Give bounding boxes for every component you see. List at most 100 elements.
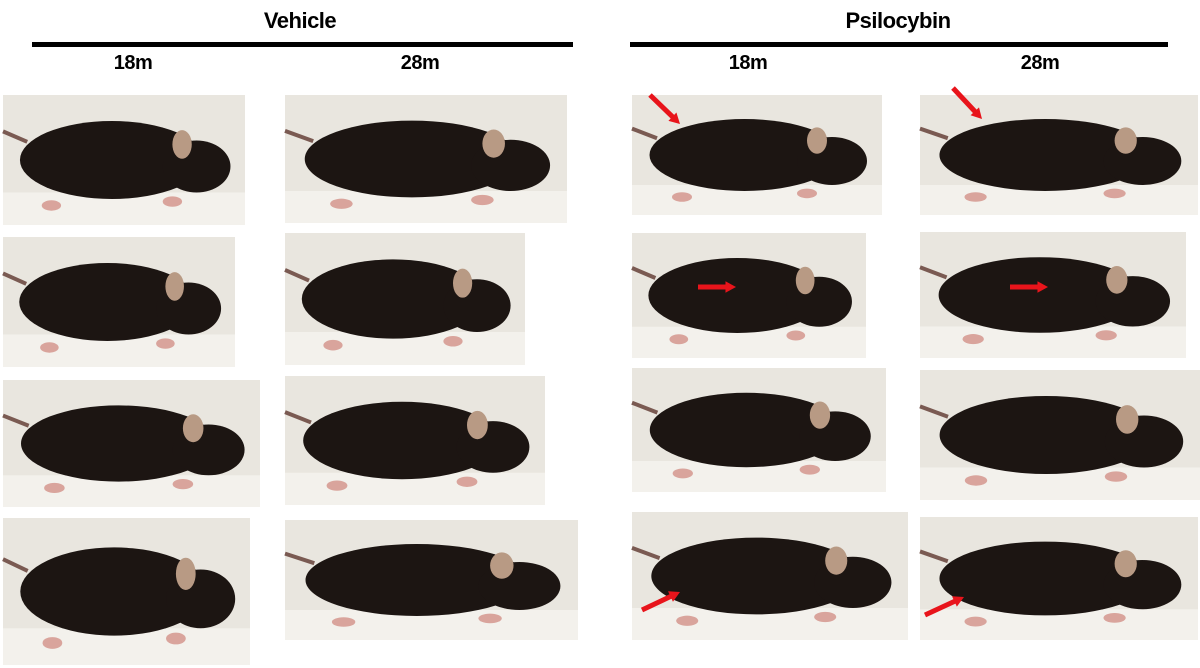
mouse-foot: [40, 342, 59, 353]
mouse-tail: [284, 128, 314, 143]
mouse-tail: [284, 268, 310, 283]
mouse-foot: [41, 200, 62, 211]
mouse-ear: [795, 266, 815, 295]
vehicle-28m-label: 28m: [400, 52, 440, 74]
photo-psilocybin-28m-4: [919, 517, 1198, 640]
mouse-foot: [797, 188, 817, 199]
mouse-foot: [326, 480, 348, 491]
vehicle-title: Vehicle: [263, 8, 337, 33]
mouse-foot: [331, 617, 356, 627]
photo-psilocybin-28m-2: [919, 232, 1186, 358]
mouse-ear: [1114, 550, 1137, 578]
mouse-foot: [964, 192, 987, 202]
red-arrow-icon: [698, 281, 736, 293]
mouse-foot: [1095, 330, 1117, 341]
mouse-foot: [323, 339, 343, 351]
mouse-tail: [631, 126, 658, 141]
photo-vehicle-18m-3: [2, 380, 260, 507]
photo-vehicle-18m-4: [2, 518, 250, 665]
mouse-tail: [284, 551, 315, 566]
mouse-tail: [2, 271, 28, 286]
mouse-ear: [1114, 127, 1137, 154]
mouse-ear: [175, 557, 196, 591]
mouse-ear: [165, 272, 184, 301]
photo-psilocybin-18m-2: [631, 233, 866, 358]
mouse-foot: [44, 482, 65, 494]
psilocybin-18m-label: 18m: [728, 52, 768, 74]
red-arrow-icon: [640, 591, 680, 613]
mouse-ear: [807, 127, 827, 154]
mouse-tail: [631, 400, 659, 415]
mouse-foot: [814, 611, 837, 623]
mouse-body: [651, 537, 862, 615]
mouse-body: [649, 119, 840, 191]
mouse-foot: [42, 637, 63, 649]
photo-vehicle-18m-2: [2, 237, 235, 367]
photo-vehicle-18m-1: [2, 95, 245, 225]
red-arrow-icon: [1010, 281, 1048, 293]
mouse-ear: [809, 401, 831, 429]
mouse-body: [648, 258, 827, 333]
mouse-body: [938, 257, 1141, 333]
mouse-tail: [2, 129, 28, 144]
vehicle-rule: [32, 42, 573, 47]
mouse-foot: [330, 198, 353, 209]
vehicle-18m-label: 18m: [113, 52, 153, 74]
mouse-foot: [669, 334, 689, 345]
mouse-foot: [964, 475, 988, 486]
photo-psilocybin-28m-3: [919, 370, 1200, 500]
mouse-ear: [467, 410, 488, 440]
mouse-foot: [1103, 612, 1126, 623]
mouse-tail: [631, 545, 661, 560]
red-arrow-icon: [923, 596, 964, 618]
photo-psilocybin-28m-1: [919, 95, 1198, 215]
mouse-body: [305, 544, 529, 616]
photo-psilocybin-18m-4: [631, 512, 908, 640]
psilocybin-rule: [630, 42, 1168, 47]
mouse-ear: [490, 552, 514, 579]
photo-vehicle-28m-2: [284, 233, 525, 365]
mouse-foot: [799, 464, 820, 475]
mouse-tail: [284, 410, 312, 425]
mouse-ear: [172, 130, 192, 159]
mouse-tail: [919, 549, 949, 564]
mouse-tail: [919, 126, 949, 141]
red-arrow-icon: [951, 86, 982, 119]
mouse-tail: [2, 557, 29, 573]
mouse-foot: [962, 334, 984, 345]
photo-vehicle-28m-4: [284, 520, 578, 640]
mouse-foot: [162, 196, 183, 207]
mouse-body: [939, 541, 1151, 616]
mouse-ear: [182, 414, 204, 443]
photo-vehicle-28m-3: [284, 376, 545, 505]
mouse-foot: [672, 468, 693, 479]
mouse-foot: [172, 479, 194, 490]
mouse-ear: [482, 129, 505, 158]
mouse-body: [939, 396, 1153, 474]
psilocybin-28m-label: 28m: [1020, 52, 1060, 74]
mouse-body: [19, 263, 196, 341]
mouse-tail: [2, 413, 30, 428]
mouse-ear: [1106, 266, 1128, 294]
mouse-foot: [456, 476, 478, 487]
mouse-body: [20, 405, 217, 482]
mouse-ear: [825, 546, 848, 575]
mouse-foot: [672, 192, 692, 202]
mouse-body: [303, 401, 501, 480]
photo-vehicle-28m-1: [284, 95, 567, 223]
mouse-foot: [1103, 188, 1126, 199]
photo-psilocybin-18m-3: [631, 368, 886, 492]
mouse-ear: [1116, 405, 1139, 434]
mouse-foot: [676, 615, 699, 626]
mouse-foot: [471, 194, 494, 206]
mouse-ear: [453, 268, 473, 298]
psilocybin-title: Psilocybin: [845, 8, 951, 33]
mouse-body: [649, 392, 843, 468]
mouse-body: [304, 120, 520, 198]
mouse-foot: [1104, 471, 1128, 482]
mouse-tail: [631, 266, 657, 280]
mouse-tail: [919, 265, 948, 280]
mouse-body: [20, 547, 209, 636]
mouse-foot: [443, 335, 463, 347]
